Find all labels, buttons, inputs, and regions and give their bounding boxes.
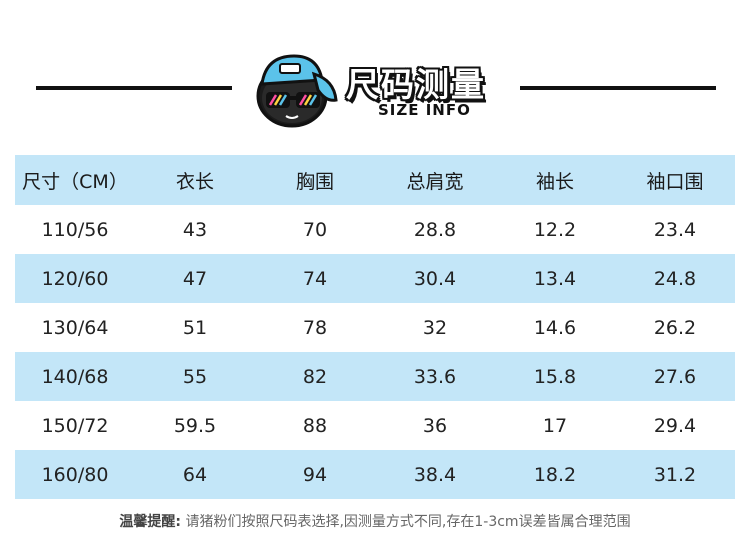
table-header-row: 尺寸（CM） 衣长 胸围 总肩宽 袖长 袖口围 [15,155,735,205]
table-row: 160/80 64 94 38.4 18.2 31.2 [15,450,735,499]
table-cell: 28.8 [413,218,457,241]
table-cell: 70 [302,218,328,241]
table-cell: 110/56 [41,218,109,241]
page-title: 尺码测量 [346,65,486,104]
table-cell: 15.8 [533,365,577,388]
table-cell: 18.2 [533,463,577,486]
table-cell: 14.6 [533,316,577,339]
column-header: 总肩宽 [406,170,464,193]
reminder-label: 温馨提醒: [119,514,182,530]
table-cell: 33.6 [413,365,457,388]
table-cell: 120/60 [41,267,109,290]
header-right-rule [520,86,716,90]
table-cell: 31.2 [653,463,697,486]
table-cell: 150/72 [41,414,109,437]
table-cell: 29.4 [653,414,697,437]
table-cell: 23.4 [653,218,697,241]
table-cell: 74 [302,267,328,290]
table-cell: 43 [182,218,208,241]
cap-sunglasses-mascot-icon [256,54,338,128]
page-subtitle: SIZE INFO [378,101,471,119]
table-cell: 32 [422,316,448,339]
header: 尺码测量 SIZE INFO [0,0,750,150]
table-cell: 64 [182,463,208,486]
table-cell: 38.4 [413,463,457,486]
table-cell: 47 [182,267,208,290]
table-cell: 30.4 [413,267,457,290]
table-row: 110/56 43 70 28.8 12.2 23.4 [15,205,735,254]
table-cell: 26.2 [653,316,697,339]
size-table: 尺寸（CM） 衣长 胸围 总肩宽 袖长 袖口围 110/56 43 70 28.… [15,155,735,499]
table-cell: 140/68 [41,365,109,388]
table-cell: 78 [302,316,328,339]
table-row: 150/72 59.5 88 36 17 29.4 [15,401,735,450]
table-cell: 36 [422,414,448,437]
table-cell: 13.4 [533,267,577,290]
header-left-rule [36,86,232,90]
column-header: 袖长 [535,170,574,193]
reminder-note: 温馨提醒: 请猪粉们按照尺码表选择,因测量方式不同,存在1-3cm误差皆属合理范… [0,511,750,531]
table-cell: 160/80 [41,463,109,486]
table-row: 120/60 47 74 30.4 13.4 24.8 [15,254,735,303]
table-cell: 94 [302,463,328,486]
column-header: 袖口围 [646,170,704,193]
table-cell: 27.6 [653,365,697,388]
reminder-text: 请猪粉们按照尺码表选择,因测量方式不同,存在1-3cm误差皆属合理范围 [185,514,631,530]
table-row: 140/68 55 82 33.6 15.8 27.6 [15,352,735,401]
column-header: 衣长 [175,170,214,193]
table-cell: 12.2 [533,218,577,241]
column-header: 胸围 [295,170,334,193]
table-row: 130/64 51 78 32 14.6 26.2 [15,303,735,352]
table-cell: 59.5 [173,414,217,437]
column-header: 尺寸（CM） [22,170,128,193]
table-cell: 88 [302,414,328,437]
table-cell: 17 [542,414,568,437]
table-cell: 130/64 [41,316,109,339]
table-cell: 82 [302,365,328,388]
table-cell: 51 [182,316,208,339]
table-cell: 24.8 [653,267,697,290]
table-cell: 55 [182,365,208,388]
